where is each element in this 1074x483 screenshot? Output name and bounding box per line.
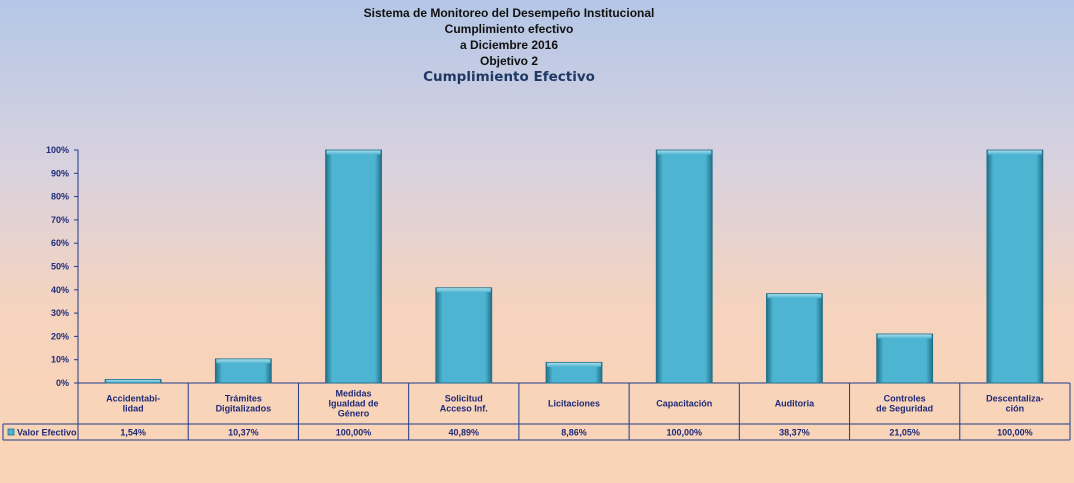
data-label: 21,05% [889, 428, 920, 438]
category-label: Medidas [336, 389, 372, 399]
bar-bevel [987, 150, 1042, 155]
category-label: ción [1006, 404, 1025, 414]
data-label: 8,86% [561, 428, 587, 438]
y-tick-label: 30% [51, 308, 69, 318]
bar [986, 149, 1044, 384]
chart-subtitle: Cumplimiento Efectivo [423, 69, 595, 85]
category-label: Género [338, 409, 370, 419]
category-label: Trámites [225, 394, 262, 404]
bar-bevel [657, 150, 712, 155]
category-label: Descentaliza- [986, 394, 1044, 404]
bar-bevel [767, 294, 822, 299]
bar [435, 287, 493, 384]
category-label: lidad [123, 404, 144, 414]
chart-title-line-1: Sistema de Monitoreo del Desempeño Insti… [363, 6, 655, 20]
data-label: 1,54% [120, 428, 146, 438]
bar [766, 293, 823, 384]
data-label: 38,37% [779, 428, 810, 438]
category-label: Accidentabi- [106, 394, 160, 404]
bar-bevel [877, 334, 932, 339]
category-label: Capacitación [656, 399, 712, 409]
bar-bevel [106, 379, 161, 383]
bar [655, 149, 713, 384]
bar-bevel [216, 359, 271, 364]
y-tick-label: 40% [51, 285, 69, 295]
bar [545, 361, 603, 384]
category-label: Digitalizados [216, 404, 272, 414]
category-label: Controles [884, 394, 926, 404]
data-label: 10,37% [228, 428, 259, 438]
y-tick-label: 100% [46, 145, 69, 155]
bar-bevel [326, 150, 381, 155]
data-label: 100,00% [997, 428, 1033, 438]
data-label: 100,00% [336, 428, 372, 438]
category-label: Igualdad de [329, 399, 379, 409]
category-label: Licitaciones [548, 399, 600, 409]
category-label: de Seguridad [876, 404, 933, 414]
bar-bevel [547, 362, 601, 367]
data-label: 40,89% [449, 428, 480, 438]
legend-key [7, 428, 15, 436]
bar [876, 333, 934, 384]
bar [325, 149, 382, 384]
category-label: Acceso Inf. [440, 404, 488, 414]
y-tick-label: 80% [51, 192, 69, 202]
data-label: 100,00% [666, 428, 702, 438]
y-tick-label: 90% [51, 168, 69, 178]
category-label: Solicitud [445, 394, 483, 404]
y-tick-label: 70% [51, 215, 69, 225]
y-tick-label: 20% [51, 331, 69, 341]
y-tick-label: 0% [56, 378, 69, 388]
y-tick-label: 60% [51, 238, 69, 248]
bar-bevel [436, 288, 491, 293]
chart-title-line-4: Objetivo 2 [479, 54, 538, 68]
chart-title-line-3: a Diciembre 2016 [459, 38, 559, 52]
y-tick-label: 10% [51, 355, 69, 365]
legend-label: Valor Efectivo [17, 428, 77, 438]
category-label: Auditoria [775, 399, 815, 409]
y-tick-label: 50% [51, 262, 69, 272]
chart-title-line-2: Cumplimiento efectivo [444, 22, 574, 36]
